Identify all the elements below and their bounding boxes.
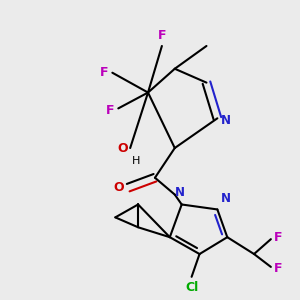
Text: N: N — [175, 185, 185, 199]
Text: F: F — [274, 262, 282, 275]
Text: O: O — [118, 142, 128, 154]
Text: H: H — [132, 156, 140, 166]
Text: Cl: Cl — [185, 281, 198, 294]
Text: F: F — [100, 66, 108, 79]
Text: N: N — [221, 193, 231, 206]
Text: F: F — [274, 231, 282, 244]
Text: O: O — [114, 181, 124, 194]
Text: F: F — [158, 29, 166, 42]
Text: F: F — [106, 104, 114, 117]
Text: N: N — [221, 114, 231, 127]
